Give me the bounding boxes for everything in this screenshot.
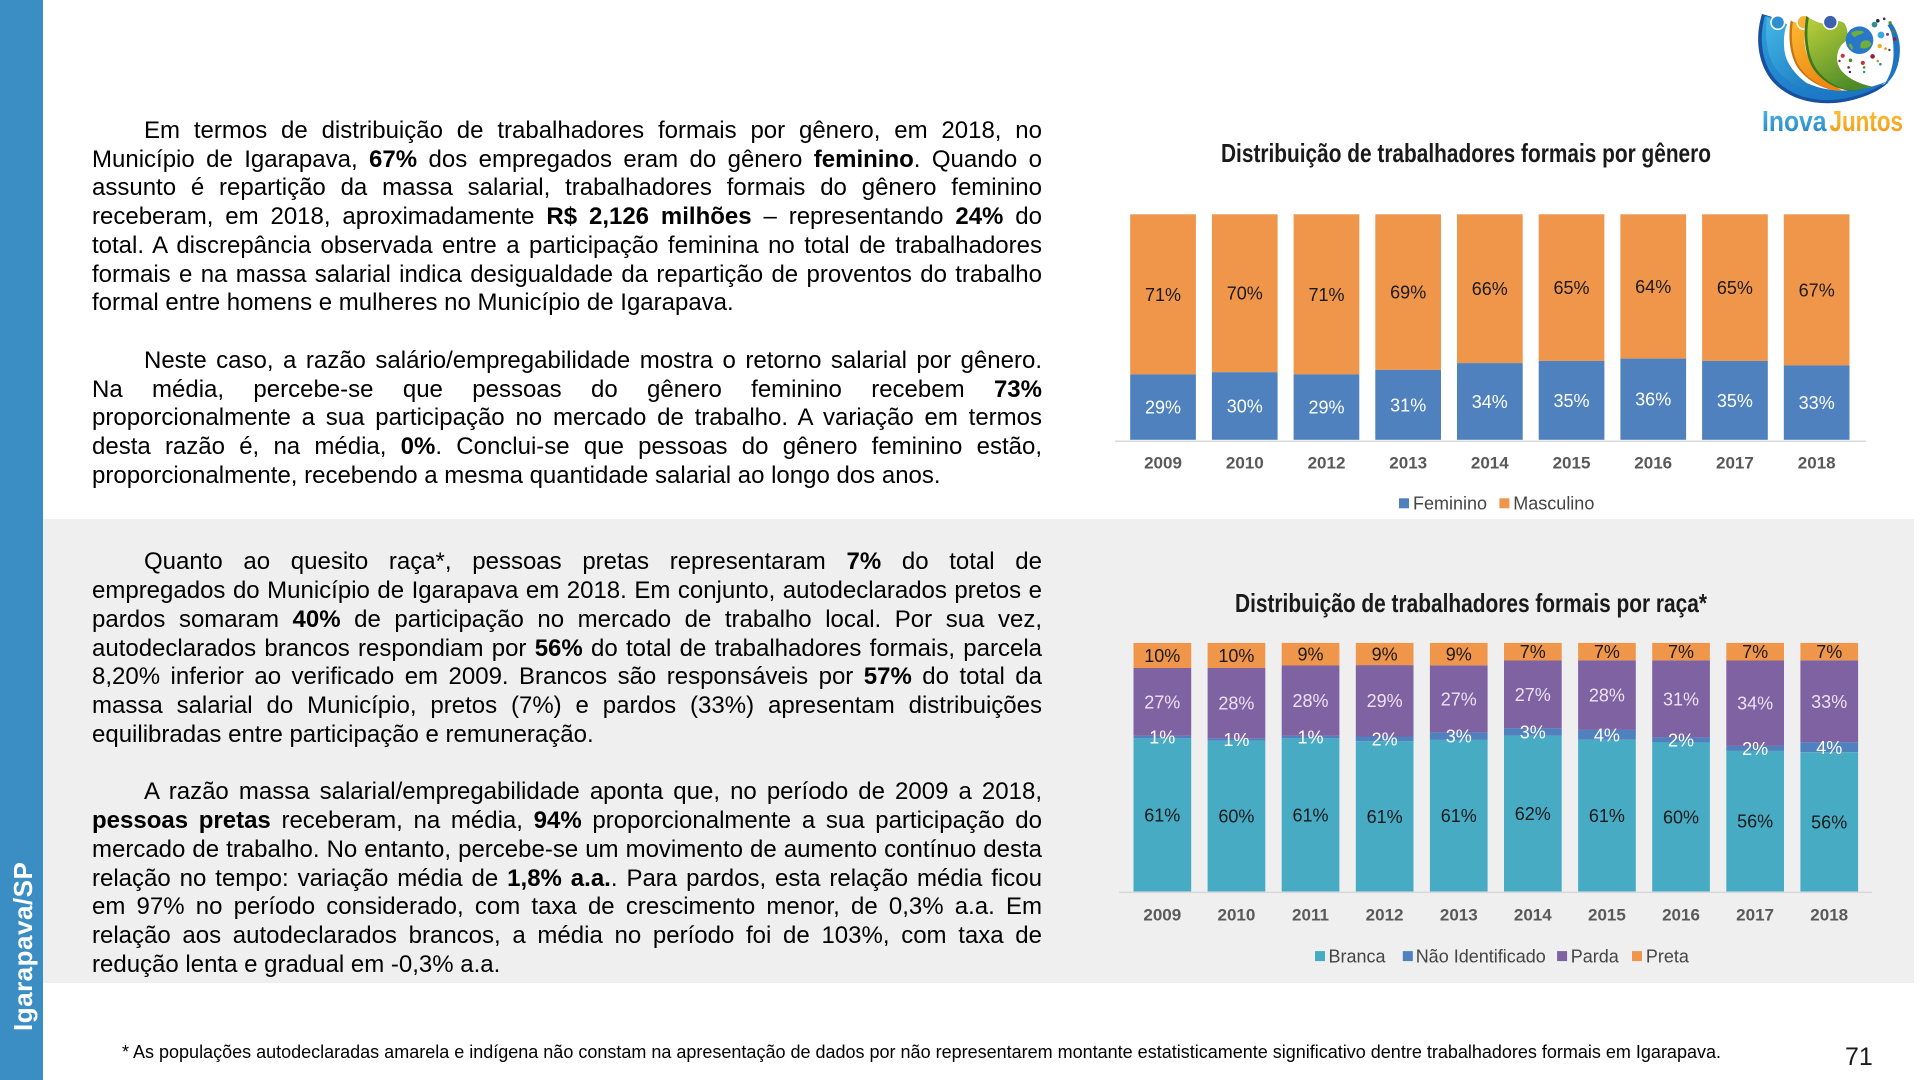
svg-text:35%: 35% xyxy=(1717,391,1753,411)
svg-text:7%: 7% xyxy=(1742,642,1768,662)
svg-text:7%: 7% xyxy=(1594,642,1620,662)
svg-text:56%: 56% xyxy=(1737,812,1773,832)
svg-text:7%: 7% xyxy=(1520,642,1546,662)
svg-text:2013: 2013 xyxy=(1440,906,1478,925)
svg-text:61%: 61% xyxy=(1441,806,1477,826)
svg-text:Parda: Parda xyxy=(1571,946,1620,966)
svg-text:9%: 9% xyxy=(1372,645,1398,665)
svg-text:Não Identificado: Não Identificado xyxy=(1416,946,1546,966)
svg-text:2016: 2016 xyxy=(1634,454,1672,473)
svg-text:7%: 7% xyxy=(1668,642,1694,662)
svg-text:2009: 2009 xyxy=(1144,454,1182,473)
svg-text:2010: 2010 xyxy=(1226,454,1264,473)
svg-text:29%: 29% xyxy=(1145,398,1181,418)
svg-text:69%: 69% xyxy=(1390,283,1426,303)
svg-text:10%: 10% xyxy=(1218,646,1254,666)
svg-text:2018: 2018 xyxy=(1798,454,1836,473)
svg-text:1%: 1% xyxy=(1223,730,1249,750)
svg-text:2015: 2015 xyxy=(1588,906,1626,925)
svg-text:56%: 56% xyxy=(1811,812,1847,832)
svg-text:2014: 2014 xyxy=(1514,906,1552,925)
svg-text:Distribuição de trabalhadores: Distribuição de trabalhadores formais po… xyxy=(1221,138,1711,168)
svg-text:31%: 31% xyxy=(1390,395,1426,415)
svg-text:1%: 1% xyxy=(1149,728,1175,748)
svg-text:64%: 64% xyxy=(1635,277,1671,297)
svg-text:34%: 34% xyxy=(1472,392,1508,412)
svg-text:2017: 2017 xyxy=(1736,906,1774,925)
svg-text:9%: 9% xyxy=(1446,645,1472,665)
svg-text:27%: 27% xyxy=(1144,692,1180,712)
svg-text:27%: 27% xyxy=(1441,689,1477,709)
svg-text:29%: 29% xyxy=(1367,691,1403,711)
svg-text:67%: 67% xyxy=(1799,280,1835,300)
svg-text:Juntos: Juntos xyxy=(1830,106,1904,138)
svg-text:28%: 28% xyxy=(1292,691,1328,711)
svg-text:61%: 61% xyxy=(1144,805,1180,825)
svg-text:33%: 33% xyxy=(1811,692,1847,712)
svg-text:Feminino: Feminino xyxy=(1413,494,1487,514)
svg-text:61%: 61% xyxy=(1589,806,1625,826)
svg-text:71%: 71% xyxy=(1145,285,1181,305)
svg-text:2%: 2% xyxy=(1742,739,1768,759)
svg-text:34%: 34% xyxy=(1737,694,1773,714)
svg-text:33%: 33% xyxy=(1799,393,1835,413)
svg-text:9%: 9% xyxy=(1297,645,1323,665)
svg-text:30%: 30% xyxy=(1227,397,1263,417)
svg-text:70%: 70% xyxy=(1227,284,1263,304)
svg-text:28%: 28% xyxy=(1218,694,1254,714)
svg-text:4%: 4% xyxy=(1594,725,1620,745)
svg-text:2%: 2% xyxy=(1372,729,1398,749)
svg-text:3%: 3% xyxy=(1520,723,1546,743)
svg-text:2015: 2015 xyxy=(1553,454,1591,473)
svg-text:Branca: Branca xyxy=(1329,946,1387,966)
svg-text:65%: 65% xyxy=(1717,278,1753,298)
svg-text:2018: 2018 xyxy=(1810,906,1848,925)
svg-text:31%: 31% xyxy=(1663,689,1699,709)
svg-text:2010: 2010 xyxy=(1217,906,1255,925)
svg-text:Distribuição de trabalhadores: Distribuição de trabalhadores formais po… xyxy=(1235,588,1708,618)
svg-text:66%: 66% xyxy=(1472,279,1508,299)
svg-text:36%: 36% xyxy=(1635,390,1671,410)
svg-text:7%: 7% xyxy=(1816,642,1842,662)
svg-text:Masculino: Masculino xyxy=(1513,494,1594,514)
svg-text:2012: 2012 xyxy=(1308,454,1346,473)
svg-text:2%: 2% xyxy=(1668,730,1694,750)
svg-text:2013: 2013 xyxy=(1389,454,1427,473)
svg-text:2017: 2017 xyxy=(1716,454,1754,473)
svg-text:2011: 2011 xyxy=(1292,906,1329,925)
svg-text:Preta: Preta xyxy=(1646,946,1690,966)
svg-text:3%: 3% xyxy=(1446,727,1472,747)
svg-text:1%: 1% xyxy=(1297,728,1323,748)
svg-text:4%: 4% xyxy=(1816,738,1842,758)
svg-text:2009: 2009 xyxy=(1143,906,1181,925)
svg-text:28%: 28% xyxy=(1589,686,1625,706)
svg-text:65%: 65% xyxy=(1553,278,1589,298)
svg-text:35%: 35% xyxy=(1553,391,1589,411)
svg-text:Inova: Inova xyxy=(1762,106,1827,138)
svg-text:2012: 2012 xyxy=(1366,906,1404,925)
svg-text:61%: 61% xyxy=(1367,807,1403,827)
svg-text:61%: 61% xyxy=(1292,805,1328,825)
svg-text:60%: 60% xyxy=(1218,807,1254,827)
svg-text:29%: 29% xyxy=(1308,398,1344,418)
svg-text:71%: 71% xyxy=(1308,285,1344,305)
svg-text:2016: 2016 xyxy=(1662,906,1700,925)
svg-text:2014: 2014 xyxy=(1471,454,1509,473)
svg-text:60%: 60% xyxy=(1663,807,1699,827)
svg-text:10%: 10% xyxy=(1144,646,1180,666)
svg-text:62%: 62% xyxy=(1515,804,1551,824)
svg-text:27%: 27% xyxy=(1515,685,1551,705)
